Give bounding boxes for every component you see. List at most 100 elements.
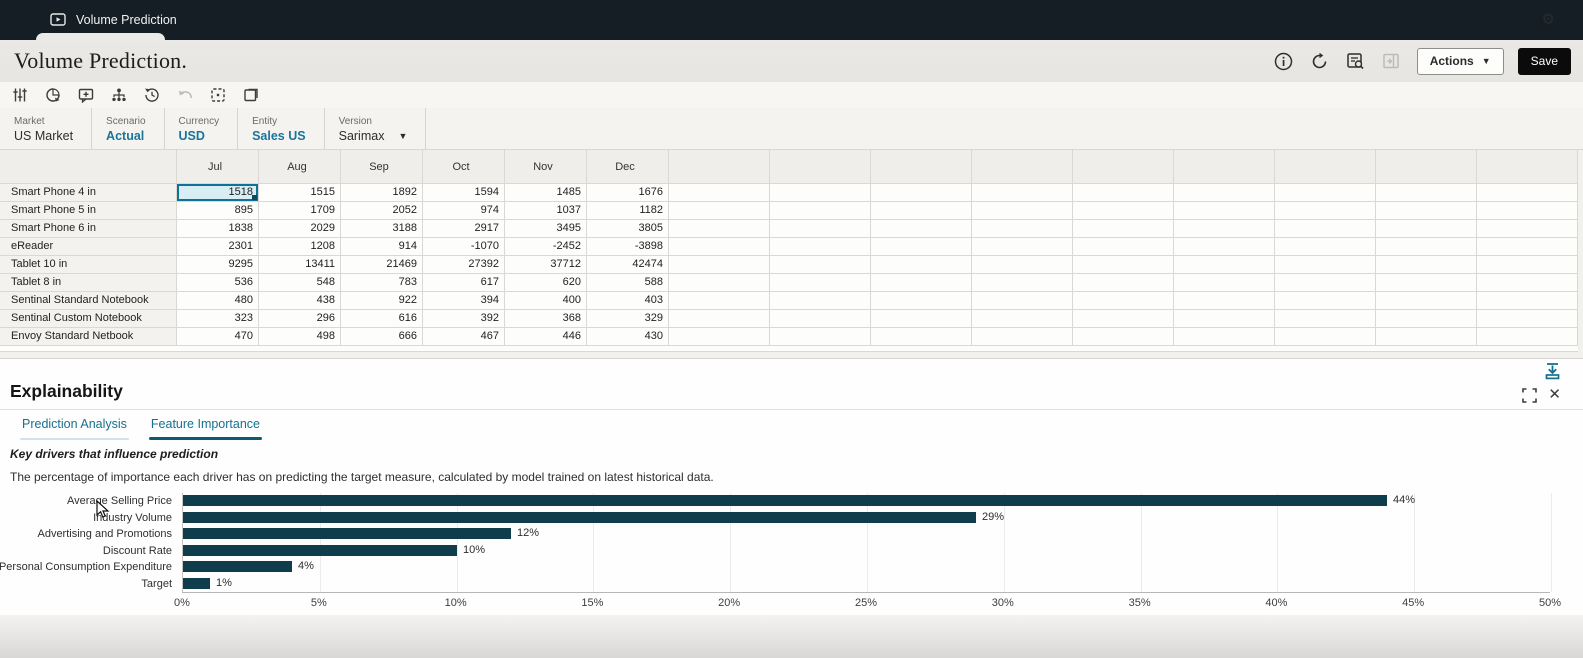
grid-cell[interactable]: 430 <box>587 328 669 346</box>
save-button[interactable]: Save <box>1517 47 1571 75</box>
grid-cell[interactable]: 2029 <box>259 220 341 238</box>
tab-volume-prediction[interactable]: Volume Prediction <box>36 0 191 40</box>
grid-cell[interactable]: 368 <box>505 310 587 328</box>
row-header[interactable]: Smart Phone 5 in <box>0 202 177 220</box>
grid-cell[interactable]: 2301 <box>177 238 259 256</box>
grid-cell[interactable]: 1037 <box>505 202 587 220</box>
chart-bar[interactable] <box>183 545 457 556</box>
grid-cell-empty[interactable] <box>1477 328 1578 346</box>
grid-cell-empty[interactable] <box>1073 220 1174 238</box>
grid-cell[interactable]: 536 <box>177 274 259 292</box>
grid-cell[interactable]: 1515 <box>259 184 341 202</box>
grid-cell[interactable]: 1518 <box>177 184 259 202</box>
grid-cell-empty[interactable] <box>972 220 1073 238</box>
pov-value-market[interactable]: US Market <box>14 129 73 143</box>
grid-cell[interactable]: 27392 <box>423 256 505 274</box>
grid-cell[interactable]: 480 <box>177 292 259 310</box>
grid-cell-empty[interactable] <box>1073 292 1174 310</box>
grid-cell[interactable]: 2917 <box>423 220 505 238</box>
grid-cell-empty[interactable] <box>1477 202 1578 220</box>
job-console-icon[interactable] <box>1345 50 1367 72</box>
grid-cell[interactable]: -1070 <box>423 238 505 256</box>
chart-bar[interactable] <box>183 495 1387 506</box>
grid-cell[interactable]: 9295 <box>177 256 259 274</box>
grid-cell[interactable]: -3898 <box>587 238 669 256</box>
column-header-aug[interactable]: Aug <box>259 150 341 184</box>
grid-cell-empty[interactable] <box>871 274 972 292</box>
grid-cell-empty[interactable] <box>871 292 972 310</box>
refresh-icon[interactable] <box>1309 50 1331 72</box>
grid-cell[interactable]: 922 <box>341 292 423 310</box>
pov-value-version[interactable]: Sarimax ▼ <box>339 129 408 143</box>
grid-cell[interactable]: 1485 <box>505 184 587 202</box>
adjust-icon[interactable] <box>10 85 30 105</box>
grid-cell-empty[interactable] <box>1275 238 1376 256</box>
maximize-icon[interactable] <box>1522 388 1537 403</box>
grid-cell[interactable]: 21469 <box>341 256 423 274</box>
grid-cell[interactable]: 2052 <box>341 202 423 220</box>
grid-cell[interactable]: 400 <box>505 292 587 310</box>
grid-cell-empty[interactable] <box>871 256 972 274</box>
grid-cell-empty[interactable] <box>669 202 770 220</box>
grid-cell-empty[interactable] <box>1174 292 1275 310</box>
grid-cell-empty[interactable] <box>1275 202 1376 220</box>
grid-cell-empty[interactable] <box>669 292 770 310</box>
grid-cell-empty[interactable] <box>871 238 972 256</box>
grid-cell[interactable]: 974 <box>423 202 505 220</box>
grid-cell[interactable]: 548 <box>259 274 341 292</box>
grid-cell-empty[interactable] <box>972 238 1073 256</box>
grid-cell[interactable]: 783 <box>341 274 423 292</box>
fill-handle[interactable] <box>252 195 257 200</box>
grid-cell-empty[interactable] <box>871 310 972 328</box>
grid-cell-empty[interactable] <box>1477 220 1578 238</box>
row-header[interactable]: Sentinal Standard Notebook <box>0 292 177 310</box>
grid-cell[interactable]: -2452 <box>505 238 587 256</box>
grid-cell-empty[interactable] <box>1073 238 1174 256</box>
grid-cell-empty[interactable] <box>669 310 770 328</box>
grid-cell-empty[interactable] <box>1376 202 1477 220</box>
row-header[interactable]: Smart Phone 4 in <box>0 184 177 202</box>
analyze-icon[interactable] <box>43 85 63 105</box>
grid-cell[interactable]: 895 <box>177 202 259 220</box>
column-header-nov[interactable]: Nov <box>505 150 587 184</box>
grid-cell-empty[interactable] <box>770 310 871 328</box>
grid-cell-empty[interactable] <box>1174 310 1275 328</box>
grid-cell[interactable]: 914 <box>341 238 423 256</box>
grid-cell-empty[interactable] <box>871 328 972 346</box>
grid-cell-empty[interactable] <box>1275 310 1376 328</box>
grid-cell-empty[interactable] <box>1477 274 1578 292</box>
grid-cell[interactable]: 37712 <box>505 256 587 274</box>
grid-cell-empty[interactable] <box>770 220 871 238</box>
tab-feature-importance[interactable]: Feature Importance <box>148 417 263 440</box>
pov-value-currency[interactable]: USD <box>179 129 220 143</box>
grid-cell-empty[interactable] <box>669 328 770 346</box>
column-header-dec[interactable]: Dec <box>587 150 669 184</box>
grid-cell-empty[interactable] <box>770 328 871 346</box>
grid-cell-empty[interactable] <box>1275 220 1376 238</box>
grid-cell-empty[interactable] <box>972 310 1073 328</box>
grid-cell-empty[interactable] <box>972 274 1073 292</box>
grid-cell-empty[interactable] <box>1376 184 1477 202</box>
row-header[interactable]: Envoy Standard Netbook <box>0 328 177 346</box>
info-icon[interactable] <box>1273 50 1295 72</box>
grid-cell[interactable]: 1838 <box>177 220 259 238</box>
grid-cell[interactable]: 467 <box>423 328 505 346</box>
grid-cell-empty[interactable] <box>1174 328 1275 346</box>
grid-cell-empty[interactable] <box>1376 238 1477 256</box>
grid-cell-empty[interactable] <box>669 274 770 292</box>
grid-cell[interactable]: 470 <box>177 328 259 346</box>
grid-cell[interactable]: 1208 <box>259 238 341 256</box>
grid-cell-empty[interactable] <box>1073 310 1174 328</box>
row-header[interactable]: Smart Phone 6 in <box>0 220 177 238</box>
chart-bar[interactable] <box>183 528 511 539</box>
grid-cell-empty[interactable] <box>770 256 871 274</box>
grid-cell-empty[interactable] <box>669 256 770 274</box>
grid-cell-empty[interactable] <box>1174 184 1275 202</box>
tab-prediction-analysis[interactable]: Prediction Analysis <box>20 417 129 440</box>
grid-cell-empty[interactable] <box>1174 202 1275 220</box>
add-comment-icon[interactable] <box>76 85 96 105</box>
grid-cell-empty[interactable] <box>1376 328 1477 346</box>
row-header[interactable]: Sentinal Custom Notebook <box>0 310 177 328</box>
grid-cell-empty[interactable] <box>972 292 1073 310</box>
grid-cell-empty[interactable] <box>770 292 871 310</box>
